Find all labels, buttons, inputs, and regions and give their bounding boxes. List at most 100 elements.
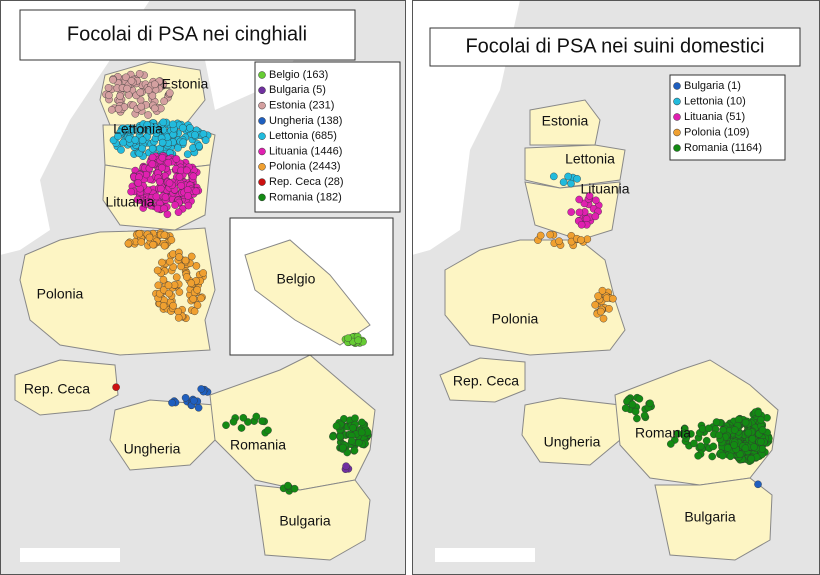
legend-swatch xyxy=(258,193,266,202)
outbreak-dot xyxy=(123,84,131,93)
outbreak-dot xyxy=(583,235,592,243)
outbreak-dot xyxy=(167,236,176,244)
outbreak-dot xyxy=(567,179,575,188)
outbreak-dot xyxy=(179,138,187,147)
outbreak-dot xyxy=(172,273,181,282)
outbreak-dot xyxy=(194,403,203,412)
outbreak-dot xyxy=(108,106,116,114)
outbreak-dot xyxy=(177,181,185,190)
legend-label: Ungheria (138) xyxy=(269,115,342,127)
outbreak-dot xyxy=(550,172,558,181)
outbreak-dot xyxy=(153,204,162,213)
outbreak-dot xyxy=(349,423,357,432)
outbreak-dot xyxy=(694,451,702,460)
outbreak-dot xyxy=(754,409,763,417)
outbreak-dot xyxy=(148,160,157,168)
country xyxy=(254,479,371,561)
outbreak-dot xyxy=(169,120,177,129)
country-label: Bulgaria xyxy=(684,509,736,525)
outbreak-dot xyxy=(344,334,352,343)
outbreak-dot xyxy=(575,195,584,204)
outbreak-dot xyxy=(599,314,608,323)
outbreak-dot xyxy=(117,146,125,154)
outbreak-dot xyxy=(564,172,572,181)
legend-swatch xyxy=(673,113,681,121)
outbreak-dot xyxy=(744,428,753,437)
outbreak-dot xyxy=(757,415,765,424)
outbreak-dot xyxy=(598,286,607,295)
legend-label: Belgio (163) xyxy=(269,69,328,81)
outbreak-dot xyxy=(159,275,168,284)
outbreak-dot xyxy=(128,127,136,135)
title-box xyxy=(429,27,801,67)
outbreak-dots xyxy=(102,70,372,495)
outbreak-dot xyxy=(114,132,122,141)
outbreak-dot xyxy=(536,231,545,240)
outbreak-dot xyxy=(150,104,159,113)
outbreak-dot xyxy=(747,454,756,463)
outbreak-dot xyxy=(704,424,713,433)
outbreak-dot xyxy=(165,179,174,187)
outbreak-dot xyxy=(124,91,133,99)
outbreak-dot xyxy=(182,273,191,281)
outbreak-dot xyxy=(591,212,600,221)
outbreak-dot xyxy=(252,412,261,421)
legend-label: Lettonia (685) xyxy=(269,130,337,142)
legend-label: Polonia (109) xyxy=(684,126,749,138)
outbreak-dot xyxy=(192,187,200,196)
country xyxy=(14,359,119,416)
outbreak-dot xyxy=(336,432,345,441)
country-label: Ungheria xyxy=(124,441,181,457)
outbreak-dot xyxy=(577,220,586,229)
outbreak-dot xyxy=(135,229,144,238)
outbreak-dot xyxy=(159,302,168,310)
outbreak-dot xyxy=(193,285,201,294)
outbreak-dot xyxy=(191,131,199,139)
outbreak-dot xyxy=(184,192,192,200)
outbreak-dot xyxy=(741,444,750,453)
outbreak-dot xyxy=(342,462,350,471)
outbreak-dot xyxy=(199,269,207,277)
outbreak-dot xyxy=(640,411,649,420)
country-label: Lettonia xyxy=(565,151,615,167)
outbreak-dot xyxy=(750,443,758,451)
outbreak-dot xyxy=(189,295,197,303)
outbreak-dot xyxy=(712,418,721,426)
outbreak-dot xyxy=(172,155,181,163)
scale-bar xyxy=(20,548,120,562)
outbreak-dot xyxy=(149,126,158,134)
country-label: Belgio xyxy=(277,271,316,287)
outbreak-dot xyxy=(350,446,359,455)
outbreak-dot xyxy=(181,256,190,265)
legend-swatch xyxy=(258,132,266,140)
country xyxy=(444,239,626,356)
outbreak-dot xyxy=(146,198,154,207)
outbreak-dot xyxy=(127,77,136,85)
outbreak-dot xyxy=(135,127,144,135)
outbreak-dot xyxy=(175,253,183,261)
outbreak-dot xyxy=(145,233,154,242)
outbreak-dot xyxy=(577,236,585,244)
outbreak-dot xyxy=(596,307,605,316)
outbreak-dot xyxy=(229,417,238,426)
outbreak-dot xyxy=(159,118,168,127)
country-label: Bulgaria xyxy=(279,513,331,529)
outbreak-dot xyxy=(357,418,366,427)
outbreak-dot xyxy=(175,288,184,296)
country xyxy=(521,397,621,466)
outbreak-dot xyxy=(161,193,170,201)
country-label: Polonia xyxy=(37,286,84,302)
outbreak-dot xyxy=(329,432,337,441)
outbreak-dot xyxy=(594,292,602,300)
outbreak-dot xyxy=(631,407,640,416)
outbreak-dot xyxy=(175,173,184,181)
outbreak-dot xyxy=(187,279,195,288)
outbreak-dot xyxy=(354,336,363,345)
legend-swatch xyxy=(673,97,681,106)
country xyxy=(529,99,601,146)
outbreak-dot xyxy=(680,431,688,440)
outbreak-dot xyxy=(575,208,584,217)
country-label: Lituania xyxy=(105,194,154,210)
outbreak-dot xyxy=(148,91,157,100)
outbreak-dot xyxy=(127,187,135,196)
